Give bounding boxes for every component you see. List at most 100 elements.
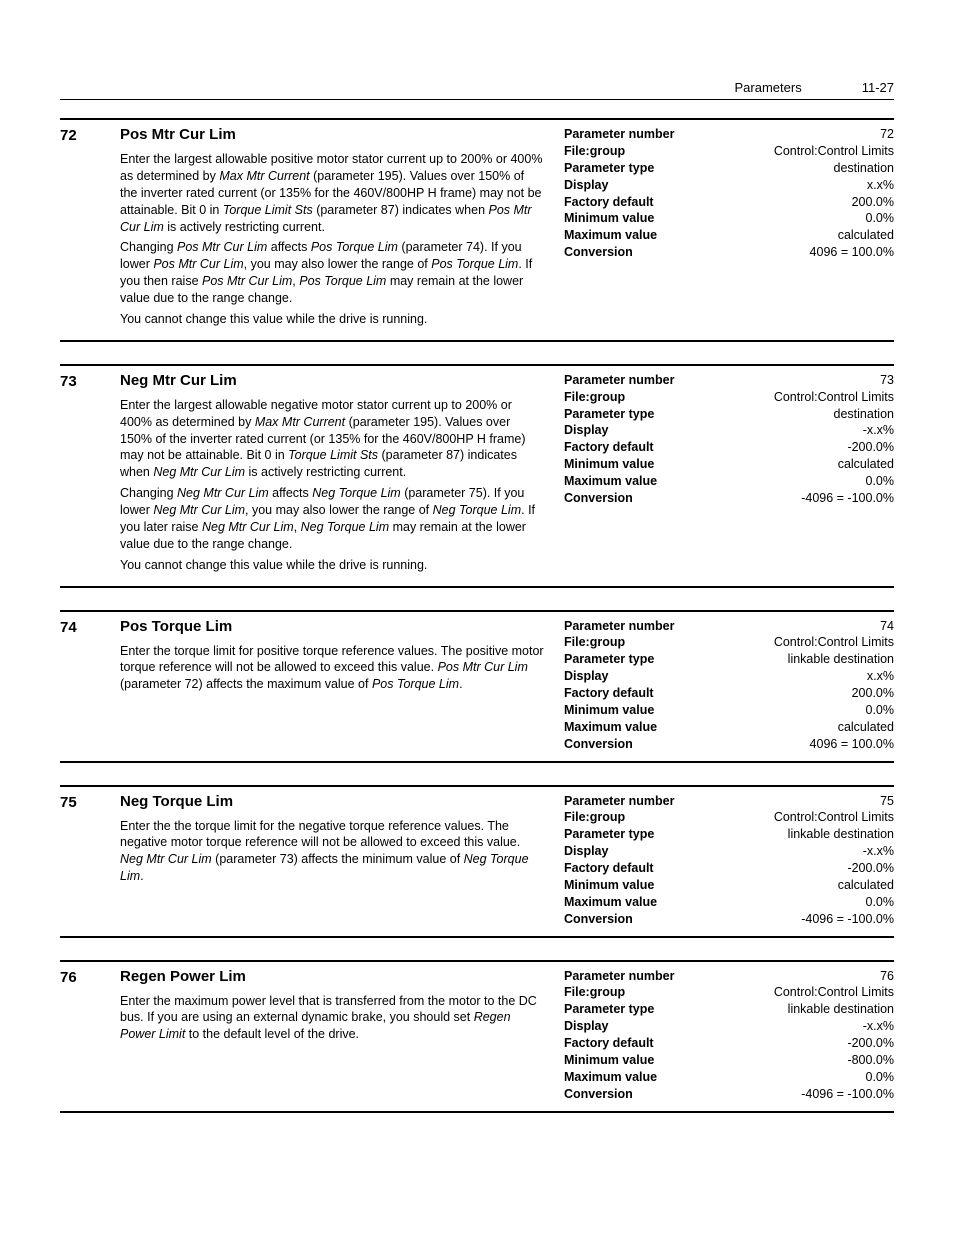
param-description: Enter the largest allowable negative mot… [120,397,544,574]
prop-value: 0.0% [866,473,895,490]
params-container: 72 Pos Mtr Cur Lim Enter the largest allow… [60,118,894,1113]
prop-label: File:group [564,143,625,160]
prop-value: 76 [880,968,894,985]
prop-label: Conversion [564,736,633,753]
prop-value: 200.0% [852,194,894,211]
prop-row: Display -x.x% [564,843,894,860]
prop-row: Parameter typelinkable destination [564,826,894,843]
prop-label: Parameter number [564,793,674,810]
param-block: 73Neg Mtr Cur LimEnter the largest allow… [60,364,894,588]
param-main: Pos Mtr Cur Lim Enter the largest allowab… [120,126,564,332]
prop-label: Display [564,843,608,860]
prop-row: Parameter type linkable destination [564,1001,894,1018]
param-description: Enter the the torque limit for the negat… [120,818,544,886]
prop-label: File:group [564,809,625,826]
prop-row: File:group Control:Control Limits [564,389,894,406]
prop-value: 0.0% [866,210,895,227]
param-main: Neg Mtr Cur Lim Enter the largest allowab… [120,372,564,578]
prop-row: Maximum value0.0% [564,473,894,490]
prop-label: Conversion [564,244,633,261]
param-description: Enter the torque limit for positive torq… [120,643,544,694]
param-block: 72 Pos Mtr Cur Lim Enter the largest allow… [60,118,894,342]
prop-row: Factory default200.0% [564,685,894,702]
prop-label: Parameter number [564,126,674,143]
param-block: 74 Pos Torque Lim Enter the torque limit f… [60,610,894,763]
prop-value: -x.x% [863,843,894,860]
prop-label: Parameter type [564,1001,654,1018]
param-main: Neg Torque Lim Enter the the torque limit… [120,793,564,928]
prop-row: Display -x.x% [564,1018,894,1035]
param-title: Neg Torque Lim [120,793,544,810]
prop-row: File:groupControl:Control Limits [564,634,894,651]
prop-label: Maximum value [564,719,657,736]
prop-row: Parameter number73 [564,372,894,389]
prop-label: File:group [564,389,625,406]
prop-label: Conversion [564,1086,633,1103]
param-block: 76 Regen Power Lim Enter the maximum power… [60,960,894,1113]
prop-label: Parameter type [564,406,654,423]
prop-value: 75 [880,793,894,810]
prop-row: Maximum valuecalculated [564,719,894,736]
prop-label: Parameter number [564,968,674,985]
prop-value: linkable destination [788,1001,894,1018]
prop-row: Factory default200.0% [564,194,894,211]
param-title: Pos Torque Lim [120,618,544,635]
prop-value: calculated [838,877,894,894]
param-description: Enter the maximum power level that is tr… [120,993,544,1044]
prop-row: Minimum value0.0% [564,210,894,227]
prop-row: Conversion -4096 = -100.0% [564,490,894,507]
param-title: Neg Mtr Cur Lim [120,372,544,389]
param-main: Regen Power Lim Enter the maximum power l… [120,968,564,1103]
prop-label: Conversion [564,911,633,928]
prop-row: Maximum valuecalculated [564,227,894,244]
prop-row: Parameter number 72 [564,126,894,143]
prop-row: Maximum value 0.0% [564,894,894,911]
prop-row: Minimum value0.0% [564,702,894,719]
prop-value: linkable destination [788,826,894,843]
prop-label: Parameter number [564,618,674,635]
param-description: Enter the largest allowable positive mot… [120,151,544,328]
prop-row: File:groupControl:Control Limits [564,984,894,1001]
prop-value: Control:Control Limits [774,389,894,406]
prop-value: 74 [880,618,894,635]
prop-row: Factory default -200.0% [564,1035,894,1052]
prop-row: Maximum value0.0% [564,1069,894,1086]
prop-label: Minimum value [564,877,654,894]
prop-value: calculated [838,456,894,473]
prop-value: 0.0% [866,894,895,911]
param-number: 73 [60,372,120,578]
prop-label: Minimum value [564,456,654,473]
param-title: Pos Mtr Cur Lim [120,126,544,143]
param-properties: Parameter number 74File:groupControl:Cont… [564,618,894,753]
prop-value: destination [834,160,894,177]
prop-value: -4096 = -100.0% [801,490,894,507]
param-properties: Parameter number75File:groupControl:Cont… [564,793,894,928]
prop-label: Display [564,177,608,194]
prop-row: Factory default-200.0% [564,860,894,877]
prop-label: Conversion [564,490,633,507]
prop-row: Conversion-4096 = -100.0% [564,911,894,928]
prop-value: x.x% [867,177,894,194]
prop-value: Control:Control Limits [774,143,894,160]
prop-label: Factory default [564,1035,654,1052]
prop-value: -200.0% [847,439,894,456]
prop-row: Parameter number 74 [564,618,894,635]
prop-value: -x.x% [863,1018,894,1035]
prop-value: 73 [880,372,894,389]
param-title: Regen Power Lim [120,968,544,985]
prop-value: Control:Control Limits [774,634,894,651]
page-header: Parameters 11-27 [60,80,894,100]
prop-value: 0.0% [866,1069,895,1086]
prop-label: Parameter type [564,160,654,177]
prop-row: Parameter number 76 [564,968,894,985]
prop-value: 72 [880,126,894,143]
prop-value: -200.0% [847,1035,894,1052]
prop-label: Maximum value [564,894,657,911]
header-section: Parameters [735,80,802,95]
prop-row: Conversion4096 = 100.0% [564,244,894,261]
prop-label: Display [564,1018,608,1035]
prop-row: Minimum value-800.0% [564,1052,894,1069]
prop-value: Control:Control Limits [774,984,894,1001]
prop-value: x.x% [867,668,894,685]
prop-label: Minimum value [564,702,654,719]
